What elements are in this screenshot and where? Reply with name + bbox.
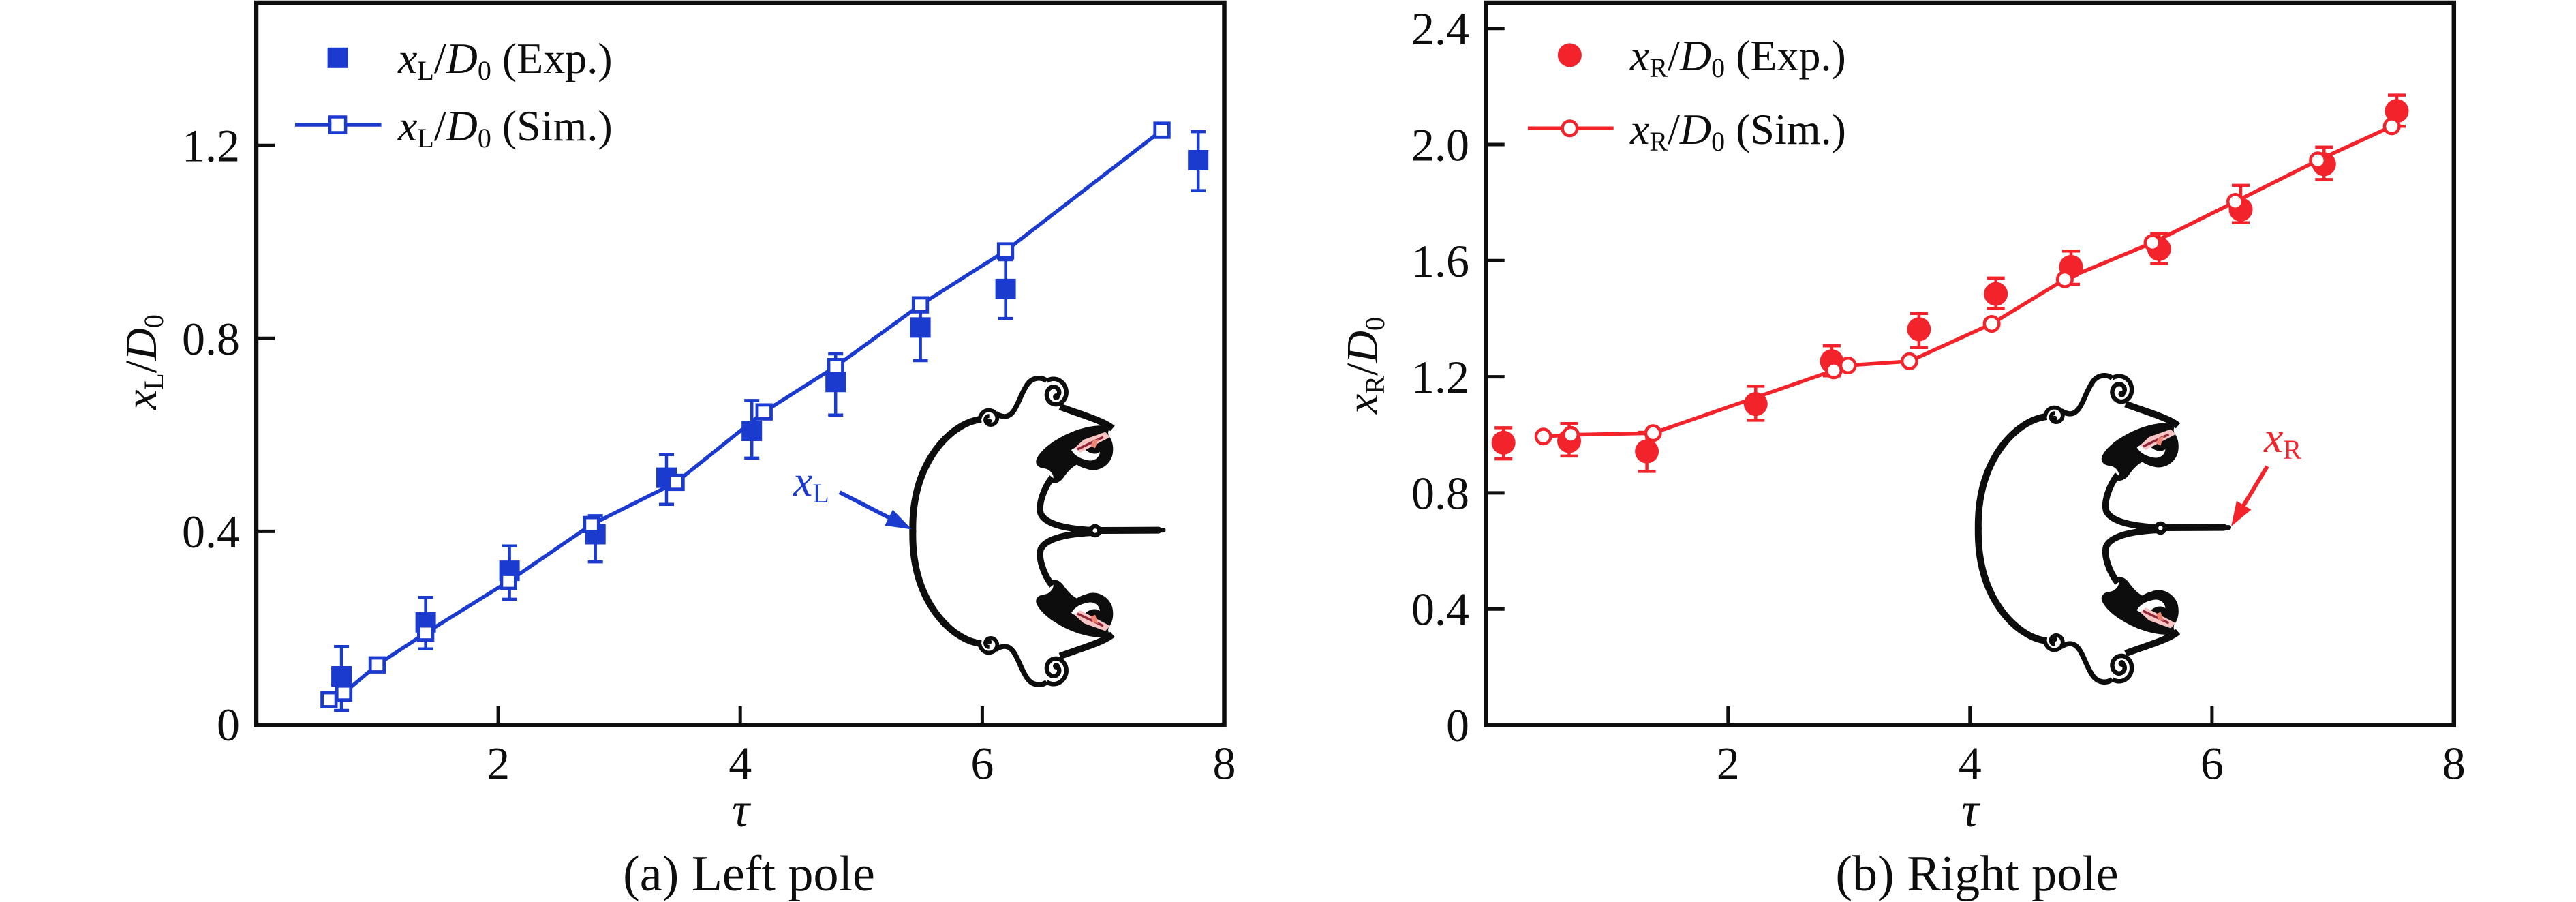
svg-text:0.8: 0.8 xyxy=(1411,467,1469,519)
svg-text:0.4: 0.4 xyxy=(1411,584,1469,635)
svg-text:6: 6 xyxy=(970,738,994,790)
svg-text:τ: τ xyxy=(1961,783,1980,837)
svg-text:xR/D0 (Exp.): xR/D0 (Exp.) xyxy=(1629,31,1846,83)
svg-text:2.0: 2.0 xyxy=(1411,119,1469,171)
svg-text:xR: xR xyxy=(2263,413,2301,465)
svg-text:4: 4 xyxy=(1959,738,1982,790)
svg-text:xL/D0: xL/D0 xyxy=(117,314,169,410)
svg-text:τ: τ xyxy=(732,783,751,837)
svg-text:2: 2 xyxy=(1717,738,1740,790)
svg-text:4: 4 xyxy=(729,738,752,790)
svg-text:xL/D0 (Sim.): xL/D0 (Sim.) xyxy=(397,102,613,153)
svg-text:2: 2 xyxy=(487,738,510,790)
svg-text:6: 6 xyxy=(2201,738,2224,790)
svg-text:0.4: 0.4 xyxy=(182,506,240,558)
svg-text:1.2: 1.2 xyxy=(1411,351,1469,403)
svg-text:(a) Left pole: (a) Left pole xyxy=(623,846,875,902)
svg-text:0.8: 0.8 xyxy=(182,313,240,365)
svg-text:8: 8 xyxy=(1213,738,1236,790)
svg-text:8: 8 xyxy=(2442,738,2466,790)
svg-text:xR/D0 (Sim.): xR/D0 (Sim.) xyxy=(1629,105,1846,157)
svg-text:xL/D0 (Exp.): xL/D0 (Exp.) xyxy=(397,34,613,86)
svg-text:0: 0 xyxy=(217,699,240,751)
svg-text:xL: xL xyxy=(793,457,829,509)
svg-text:2.4: 2.4 xyxy=(1411,3,1469,55)
svg-text:1.6: 1.6 xyxy=(1411,235,1469,287)
svg-text:(b) Right pole: (b) Right pole xyxy=(1835,846,2118,902)
svg-text:0: 0 xyxy=(1446,700,1469,751)
svg-text:1.2: 1.2 xyxy=(182,120,240,172)
svg-text:xR/D0: xR/D0 xyxy=(1338,317,1390,415)
